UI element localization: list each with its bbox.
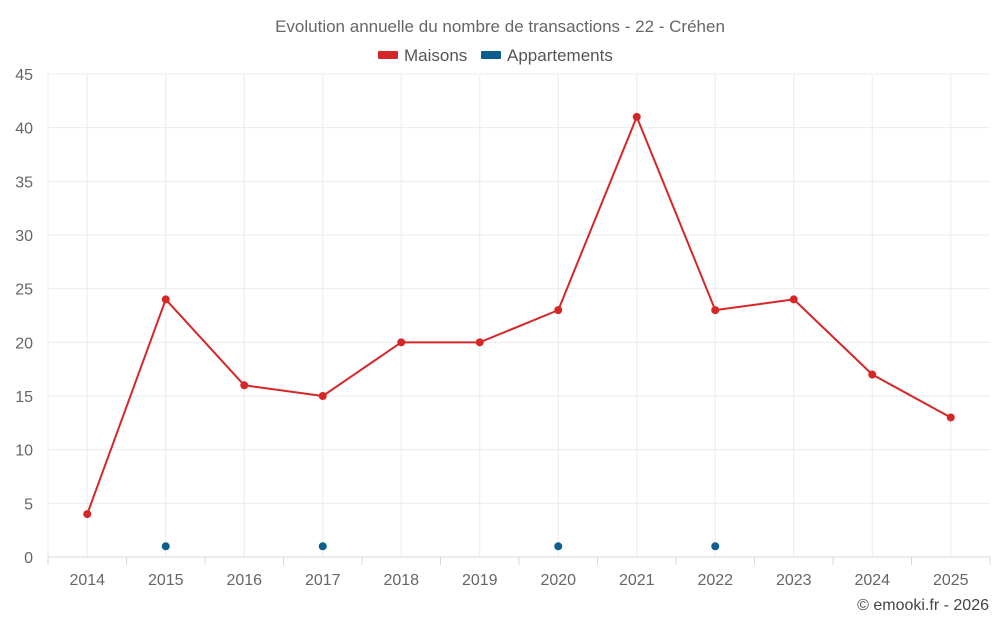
x-tick-label: 2020 bbox=[540, 572, 576, 589]
data-point-maisons[interactable] bbox=[318, 392, 327, 400]
y-tick-label: 35 bbox=[15, 174, 33, 191]
x-tick-label: 2022 bbox=[697, 572, 733, 589]
data-point-maisons[interactable] bbox=[554, 306, 563, 315]
data-point-maisons[interactable] bbox=[946, 413, 955, 422]
x-tick-label: 2023 bbox=[776, 572, 812, 589]
x-tick-label: 2024 bbox=[854, 572, 890, 589]
legend-item-appartements[interactable]: Appartements bbox=[481, 46, 613, 65]
series-line-maisons bbox=[86, 115, 952, 515]
x-tick-label: 2019 bbox=[462, 572, 498, 589]
data-point-maisons[interactable] bbox=[397, 338, 406, 347]
series bbox=[83, 112, 955, 551]
data-point-maisons[interactable] bbox=[868, 370, 877, 379]
chart-title: Evolution annuelle du nombre de transact… bbox=[275, 17, 725, 36]
x-tick-label: 2017 bbox=[305, 572, 341, 589]
series-maisons bbox=[83, 112, 955, 519]
data-point-appartements[interactable] bbox=[161, 542, 170, 551]
series-appartements bbox=[161, 542, 720, 551]
data-point-maisons[interactable] bbox=[711, 306, 720, 315]
x-tick-label: 2014 bbox=[69, 572, 105, 589]
x-tick-label: 2025 bbox=[933, 572, 969, 589]
legend-swatch-appartements bbox=[481, 51, 501, 59]
y-tick-label: 15 bbox=[15, 389, 33, 406]
data-point-appartements[interactable] bbox=[554, 542, 563, 551]
y-tick-label: 40 bbox=[15, 121, 33, 138]
data-point-maisons[interactable] bbox=[83, 510, 92, 519]
grid bbox=[47, 73, 990, 557]
legend-item-maisons[interactable]: Maisons bbox=[378, 46, 467, 65]
x-tick-label: 2018 bbox=[383, 572, 419, 589]
x-tick-label: 2021 bbox=[619, 572, 655, 589]
credit: © emooki.fr - 2026 bbox=[857, 597, 989, 614]
data-point-maisons[interactable] bbox=[475, 338, 484, 347]
data-point-maisons[interactable] bbox=[789, 295, 798, 304]
x-tick-label: 2015 bbox=[148, 572, 184, 589]
legend-label-maisons: Maisons bbox=[404, 46, 467, 65]
y-tick-label: 10 bbox=[15, 443, 33, 460]
data-point-maisons[interactable] bbox=[632, 112, 641, 121]
y-tick-label: 0 bbox=[24, 550, 33, 567]
data-point-appartements[interactable] bbox=[711, 542, 720, 551]
data-point-maisons[interactable] bbox=[161, 295, 170, 304]
y-tick-label: 25 bbox=[15, 282, 33, 299]
legend: Maisons Appartements bbox=[378, 46, 613, 65]
y-tick-label: 30 bbox=[15, 228, 33, 245]
y-tick-label: 45 bbox=[15, 67, 33, 84]
data-point-maisons[interactable] bbox=[240, 381, 249, 390]
legend-label-appartements: Appartements bbox=[507, 46, 613, 65]
y-tick-label: 5 bbox=[24, 496, 33, 513]
data-point-appartements[interactable] bbox=[318, 542, 327, 551]
x-tick-label: 2016 bbox=[226, 572, 262, 589]
legend-swatch-maisons bbox=[378, 51, 398, 59]
y-tick-label: 20 bbox=[15, 335, 33, 352]
